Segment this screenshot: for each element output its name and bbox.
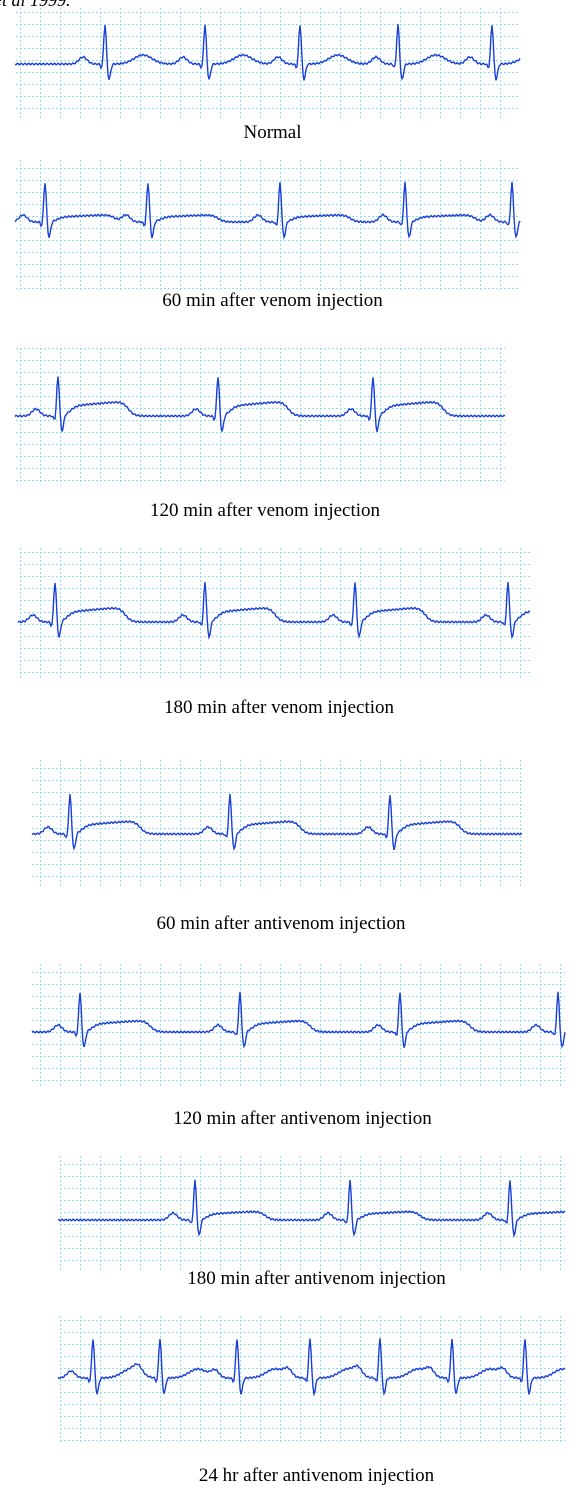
panel-caption: 180 min after venom injection: [164, 697, 395, 718]
panel-caption: 60 min after venom injection: [162, 290, 383, 311]
ecg-grid: [15, 160, 520, 290]
ecg-grid: [15, 345, 505, 485]
ecg-grid: [18, 548, 530, 680]
ecg-grid: [58, 1315, 565, 1443]
page: et al 1999. Normal60 min after venom inj…: [0, 0, 574, 1497]
panel-caption: 120 min after venom injection: [150, 500, 381, 521]
ecg-grid: [30, 962, 565, 1086]
panel-caption: 180 min after antivenom injection: [187, 1268, 446, 1289]
panel-caption: 120 min after antivenom injection: [173, 1108, 432, 1129]
panel-caption: 60 min after antivenom injection: [156, 913, 406, 934]
panel-caption: 24 hr after antivenom injection: [199, 1465, 435, 1486]
panel-caption: Normal: [243, 122, 301, 143]
figure: et al 1999. Normal60 min after venom inj…: [0, 0, 574, 1497]
